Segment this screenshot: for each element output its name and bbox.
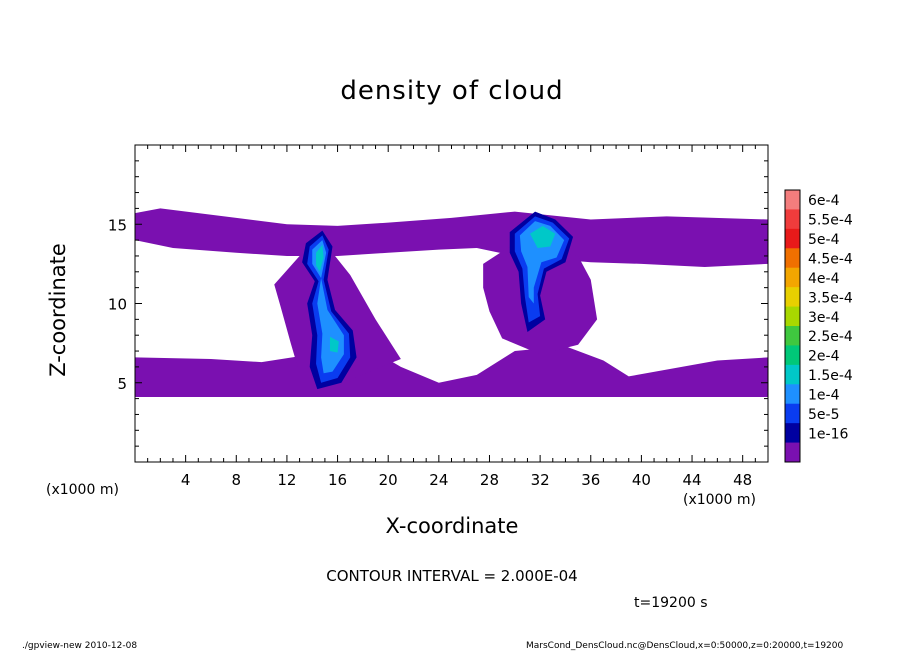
colorbar-swatch [785,326,800,346]
colorbar-swatch [785,248,800,269]
left-plume-layer-3 [312,240,344,374]
colorbar-swatch [785,384,800,405]
colorbar-label: 3.5e-4 [808,290,853,306]
heatmap-area [135,208,768,398]
colorbar-swatch [785,345,800,366]
colorbar-label: 1.5e-4 [808,368,853,384]
x-tick-label: 4 [181,471,191,489]
footer-source-info: MarsCond_DensCloud.nc@DensCloud,x=0:5000… [526,641,844,651]
colorbar-swatch [785,403,800,424]
x-tick-label: 36 [581,471,600,489]
colorbar-label: 6e-4 [808,193,840,209]
x-tick-label: 28 [480,471,499,489]
colorbar-swatch [785,267,800,288]
x-axis-label: X-coordinate [385,514,519,538]
colorbar-swatch [785,190,800,210]
colorbar-label: 2.5e-4 [808,329,853,345]
x-tick-label: 24 [429,471,448,489]
right-plume-layer-3 [519,221,565,304]
colorbar-swatch [785,442,800,463]
region-lower-band [135,344,768,398]
y-tick-label: 10 [108,296,127,314]
colorbar-swatch [785,209,800,230]
colorbar-label: 5e-4 [808,232,840,248]
colorbar-label: 3e-4 [808,310,840,326]
x-unit-label-left: (x1000 m) [46,482,119,498]
colorbar: 6e-4 5.5e-4 5e-4 4.5e-4 4e-4 3.5e-4 3e-4 2.5e-4… [784,189,853,463]
contour-interval-text: CONTOUR INTERVAL = 2.000E-04 [326,567,578,585]
colorbar-swatch [785,423,800,444]
colorbar-label: 4.5e-4 [808,252,853,268]
plot-frame [134,144,769,463]
colorbar-label: 1e-16 [808,426,848,442]
x-tick-label: 20 [379,471,398,489]
y-tick-label: 15 [108,216,127,234]
colorbar-label: 5.5e-4 [808,213,853,229]
x-tick-label: 40 [632,471,651,489]
x-tick-label: 8 [232,471,242,489]
chart-title: density of cloud [340,76,564,106]
left-plume-peak [316,244,324,272]
colorbar-label: 1e-4 [808,388,840,404]
right-plume-peak [529,225,556,249]
colorbar-frame [784,189,801,463]
x-tick-label: 32 [531,471,550,489]
colorbar-swatch [785,364,800,385]
region-upper-band [135,208,768,268]
time-label: t=19200 s [634,595,708,611]
x-tick-label: 48 [733,471,752,489]
colorbar-swatch [785,228,800,249]
left-plume-peak-lower [329,336,339,353]
x-tick-label: 44 [682,471,701,489]
x-tick-label: 12 [277,471,296,489]
y-tick-label: 5 [117,375,127,393]
x-tick-label: 16 [328,471,347,489]
colorbar-label: 5e-5 [808,407,839,423]
x-unit-label-right: (x1000 m) [683,492,756,508]
colorbar-label: 4e-4 [808,271,840,287]
colorbar-label: 2e-4 [808,349,840,365]
colorbar-swatch [785,306,800,327]
footer-program-info: ./gpview-new 2010-12-08 [22,641,138,651]
colorbar-swatch [785,287,800,308]
